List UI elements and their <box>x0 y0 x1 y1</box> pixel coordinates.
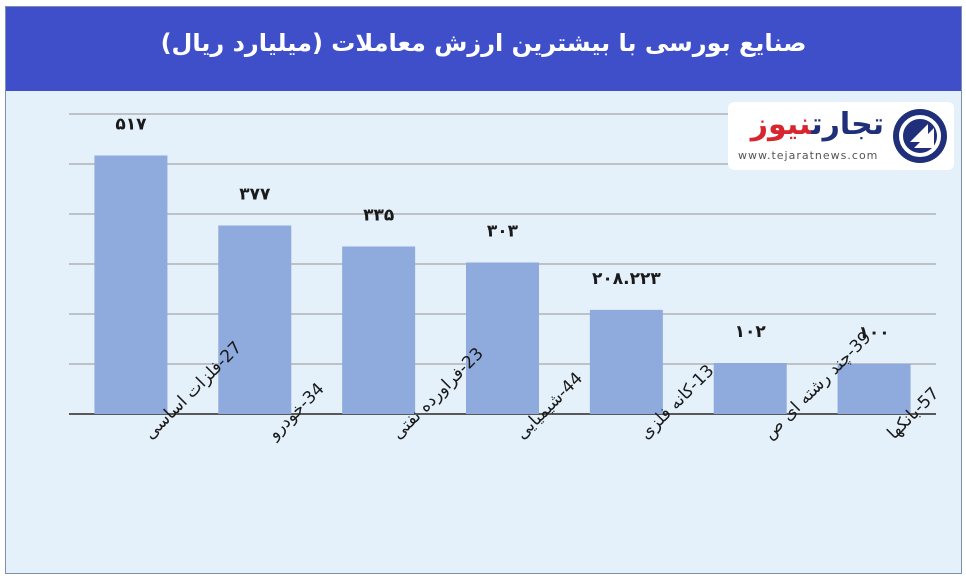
data-label: ۵۱۷ <box>115 115 147 135</box>
chart-header: صنایع بورسی با بیشترین ارزش معاملات (میل… <box>6 7 961 91</box>
bar <box>589 309 663 414</box>
data-label: ۳۷۷ <box>239 185 271 205</box>
data-label: ۱۰۰ <box>859 323 890 343</box>
chart-title: صنایع بورسی با بیشترین ارزش معاملات (میل… <box>160 29 807 57</box>
chart-frame: صنایع بورسی با بیشترین ارزش معاملات (میل… <box>5 6 962 574</box>
bar <box>837 364 911 414</box>
logo-word-news: نیوز <box>750 107 812 142</box>
bar <box>94 155 168 414</box>
bar <box>218 225 292 414</box>
logo-mark-icon <box>893 109 947 163</box>
value-labels: ۵۱۷ ۳۷۷ ۳۳۵ ۳۰۳ ۲۰۸.۲۲۳ ۱۰۲ ۱۰۰ <box>115 115 889 344</box>
logo-url: www.tejaratnews.com <box>738 149 879 162</box>
data-label: ۳۰۳ <box>487 222 519 242</box>
logo-word-tejarat: تجارت <box>811 107 884 142</box>
tejaratnews-logo: تجارتنیوز www.tejaratnews.com <box>728 102 954 170</box>
bar <box>713 363 787 414</box>
logo-wordmark: تجارتنیوز <box>751 106 884 144</box>
data-label: ۲۰۸.۲۲۳ <box>592 269 661 289</box>
bar <box>342 246 416 414</box>
data-label: ۱۰۲ <box>735 322 767 342</box>
bars <box>94 155 911 414</box>
bar <box>466 262 539 414</box>
data-label: ۳۳۵ <box>363 206 394 226</box>
